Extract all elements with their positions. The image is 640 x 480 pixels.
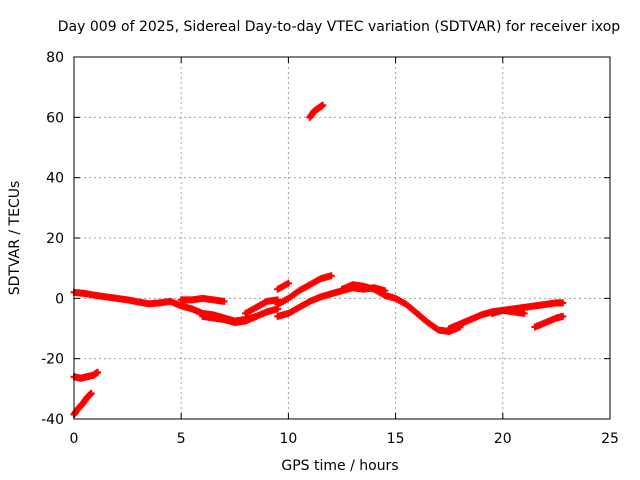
- series-track-8: [338, 281, 464, 336]
- series-track-11: [531, 312, 567, 331]
- y-tick-label: 0: [55, 291, 64, 307]
- y-axis-label: SDTVAR / TECUs: [7, 181, 23, 296]
- series-track-14: [70, 368, 102, 382]
- y-tick-label: 80: [46, 50, 64, 66]
- series-track-3: [177, 294, 228, 305]
- series-track-13: [306, 101, 327, 121]
- x-tick-label: 20: [494, 431, 512, 447]
- plot-frame: [73, 56, 611, 420]
- data-point: [559, 299, 567, 307]
- data-points: [70, 101, 567, 418]
- series-track-12: [274, 279, 292, 293]
- y-tick-label: -20: [41, 352, 64, 368]
- series-track-15: [70, 389, 95, 418]
- x-tick-label: 0: [70, 431, 79, 447]
- chart-title: Day 009 of 2025, Sidereal Day-to-day VTE…: [58, 19, 621, 35]
- data-point: [94, 368, 102, 376]
- x-tick-label: 15: [387, 431, 405, 447]
- data-point: [319, 101, 327, 109]
- data-point: [284, 279, 292, 287]
- y-tick-label: 20: [46, 231, 64, 247]
- data-point: [220, 297, 228, 305]
- x-tick-label: 25: [601, 431, 619, 447]
- data-point: [520, 309, 528, 317]
- data-point: [559, 312, 567, 320]
- series-track-5: [242, 296, 282, 317]
- data-point: [87, 389, 95, 397]
- y-tick-label: 40: [46, 171, 64, 187]
- y-tick-label: 60: [46, 110, 64, 126]
- x-tick-label: 5: [177, 431, 186, 447]
- series-track-10: [488, 299, 567, 317]
- y-tick-label: -40: [41, 412, 64, 428]
- grid: [74, 57, 610, 419]
- series-track-1: [70, 288, 164, 308]
- x-axis-label: GPS time / hours: [281, 458, 398, 474]
- series-track-4: [199, 305, 282, 326]
- data-point: [327, 272, 335, 280]
- series-track-7: [274, 272, 335, 308]
- tick-labels: 0 5 10 15 20 25 -40 -20 0 20 40 60 80: [41, 50, 619, 447]
- x-tick-label: 10: [279, 431, 297, 447]
